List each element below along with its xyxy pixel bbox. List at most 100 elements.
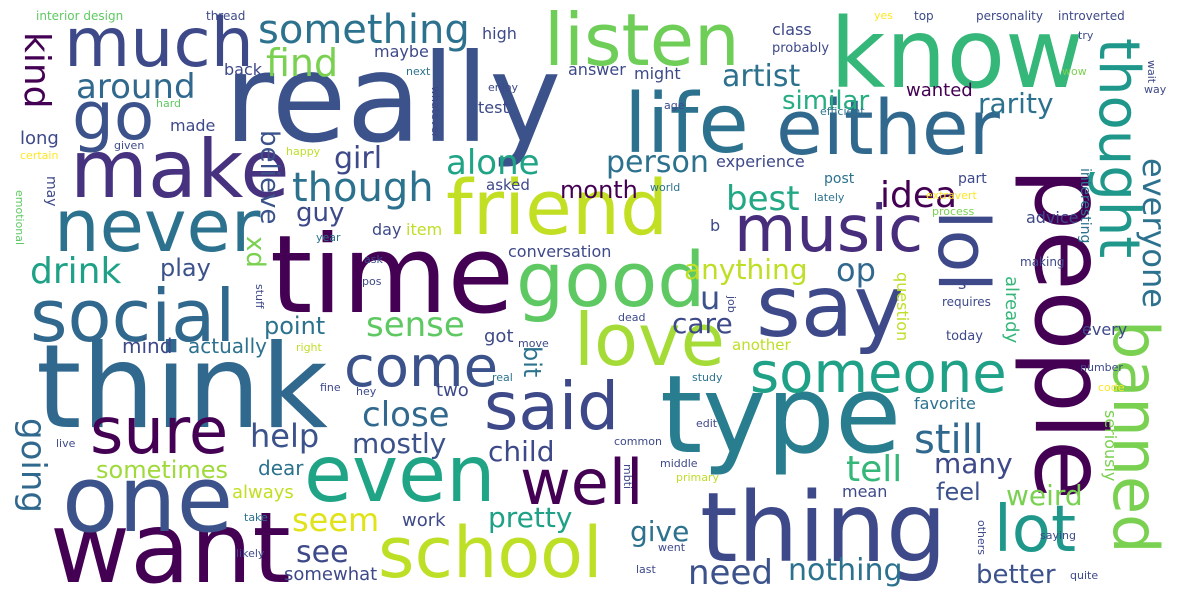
word-hey: hey: [356, 385, 377, 398]
word-dear: dear: [258, 456, 304, 480]
word-point: point: [264, 312, 326, 340]
word-said: said: [484, 368, 620, 445]
word-artist: artist: [722, 59, 801, 94]
word-month: month: [560, 176, 638, 204]
word-around: around: [76, 67, 196, 107]
word-social: social: [30, 274, 236, 358]
word-actually: actually: [188, 334, 267, 358]
word-process: process: [932, 205, 975, 218]
word-seem: seem: [292, 501, 380, 539]
word-xd: xd: [240, 236, 270, 268]
word-extravert: extravert: [926, 189, 977, 202]
word-advice: advice: [1026, 208, 1079, 227]
word-best: best: [726, 179, 800, 219]
word-top: top: [914, 9, 934, 23]
word-something: something: [258, 7, 470, 53]
word-want: want: [50, 492, 291, 601]
word-people: people: [1012, 168, 1126, 501]
word-back: back: [224, 60, 263, 79]
word-day: day: [372, 220, 402, 239]
word-rarity: rarity: [978, 87, 1054, 120]
word-favorite: favorite: [914, 394, 976, 413]
word-many: many: [934, 447, 1013, 480]
word-got: got: [484, 326, 514, 347]
word-emotional: emotional: [13, 190, 26, 246]
word-even: even: [304, 430, 496, 520]
word-post: post: [824, 171, 855, 187]
word-drink: drink: [30, 251, 122, 292]
word-love: love: [574, 298, 725, 382]
word-kind: kind: [16, 32, 57, 109]
word-everyone: everyone: [1135, 158, 1173, 308]
word-fine: fine: [320, 381, 341, 394]
word-either: either: [776, 83, 1000, 172]
word-one: one: [62, 446, 234, 553]
word-dead: dead: [618, 311, 646, 324]
word-live: live: [56, 437, 76, 450]
word-requires: requires: [942, 295, 991, 309]
word-friend: friend: [446, 163, 669, 252]
word-another: another: [732, 336, 791, 354]
word-know: know: [830, 0, 1084, 110]
word-interior-design: interior design: [36, 9, 124, 23]
word-person: person: [606, 145, 709, 180]
word-idea: idea: [880, 175, 958, 216]
word-op: op: [836, 251, 876, 289]
word-though: though: [292, 165, 434, 211]
word-went: went: [658, 541, 686, 554]
word-still: still: [914, 417, 984, 463]
word-middle: middle: [660, 457, 698, 470]
word-pos: pos: [362, 275, 382, 288]
word-move: move: [518, 337, 549, 350]
word-try: try: [1078, 29, 1094, 42]
word-certain: certain: [20, 149, 59, 162]
word-u: u: [700, 279, 721, 317]
word-enjoy: enjoy: [488, 81, 519, 94]
word-good: good: [516, 235, 706, 324]
word-better: better: [976, 560, 1056, 590]
word-item: item: [406, 220, 443, 239]
word-sure: sure: [90, 395, 229, 469]
word-happy: happy: [286, 145, 321, 158]
word-conversation: conversation: [508, 242, 612, 261]
word-life: life: [624, 77, 749, 172]
word-thought: thought: [1086, 38, 1151, 259]
word-made: made: [170, 116, 216, 135]
word-world: world: [650, 181, 681, 194]
word-last: last: [636, 563, 656, 576]
word-maybe: maybe: [374, 42, 429, 61]
word-wow: wow: [1062, 65, 1087, 78]
word-lol: lol: [922, 210, 1004, 292]
word-take: take: [244, 511, 268, 524]
word-wait: wait: [1145, 60, 1158, 84]
word-right: right: [296, 341, 322, 354]
word-code: code: [1098, 381, 1125, 394]
word-girl: girl: [334, 141, 383, 176]
word-much: much: [64, 4, 254, 83]
word-real: real: [492, 371, 513, 384]
word-ask: ask: [364, 253, 383, 266]
word-really: really: [224, 28, 562, 170]
word-well: well: [520, 446, 644, 519]
word-mostly: mostly: [352, 427, 447, 460]
word-common: common: [614, 435, 662, 448]
word-way: way: [1144, 83, 1167, 96]
word-today: today: [946, 329, 983, 344]
word-weird: weird: [1006, 479, 1083, 512]
word-see: see: [296, 535, 349, 570]
word-going: going: [13, 418, 53, 513]
word-long: long: [20, 128, 59, 149]
word-edit: edit: [696, 417, 718, 430]
word-job: job: [725, 296, 738, 313]
word-s: s: [958, 274, 967, 293]
word-part: part: [958, 171, 987, 187]
word-work: work: [402, 510, 446, 531]
word-care: care: [672, 307, 733, 340]
word-thread: thread: [206, 9, 246, 23]
word-mbti: mbti: [621, 464, 634, 490]
word-listen: listen: [544, 0, 740, 82]
word-make: make: [70, 123, 290, 216]
word-next: next: [406, 65, 431, 78]
word-nothing: nothing: [788, 553, 903, 588]
word-always: always: [232, 482, 294, 503]
